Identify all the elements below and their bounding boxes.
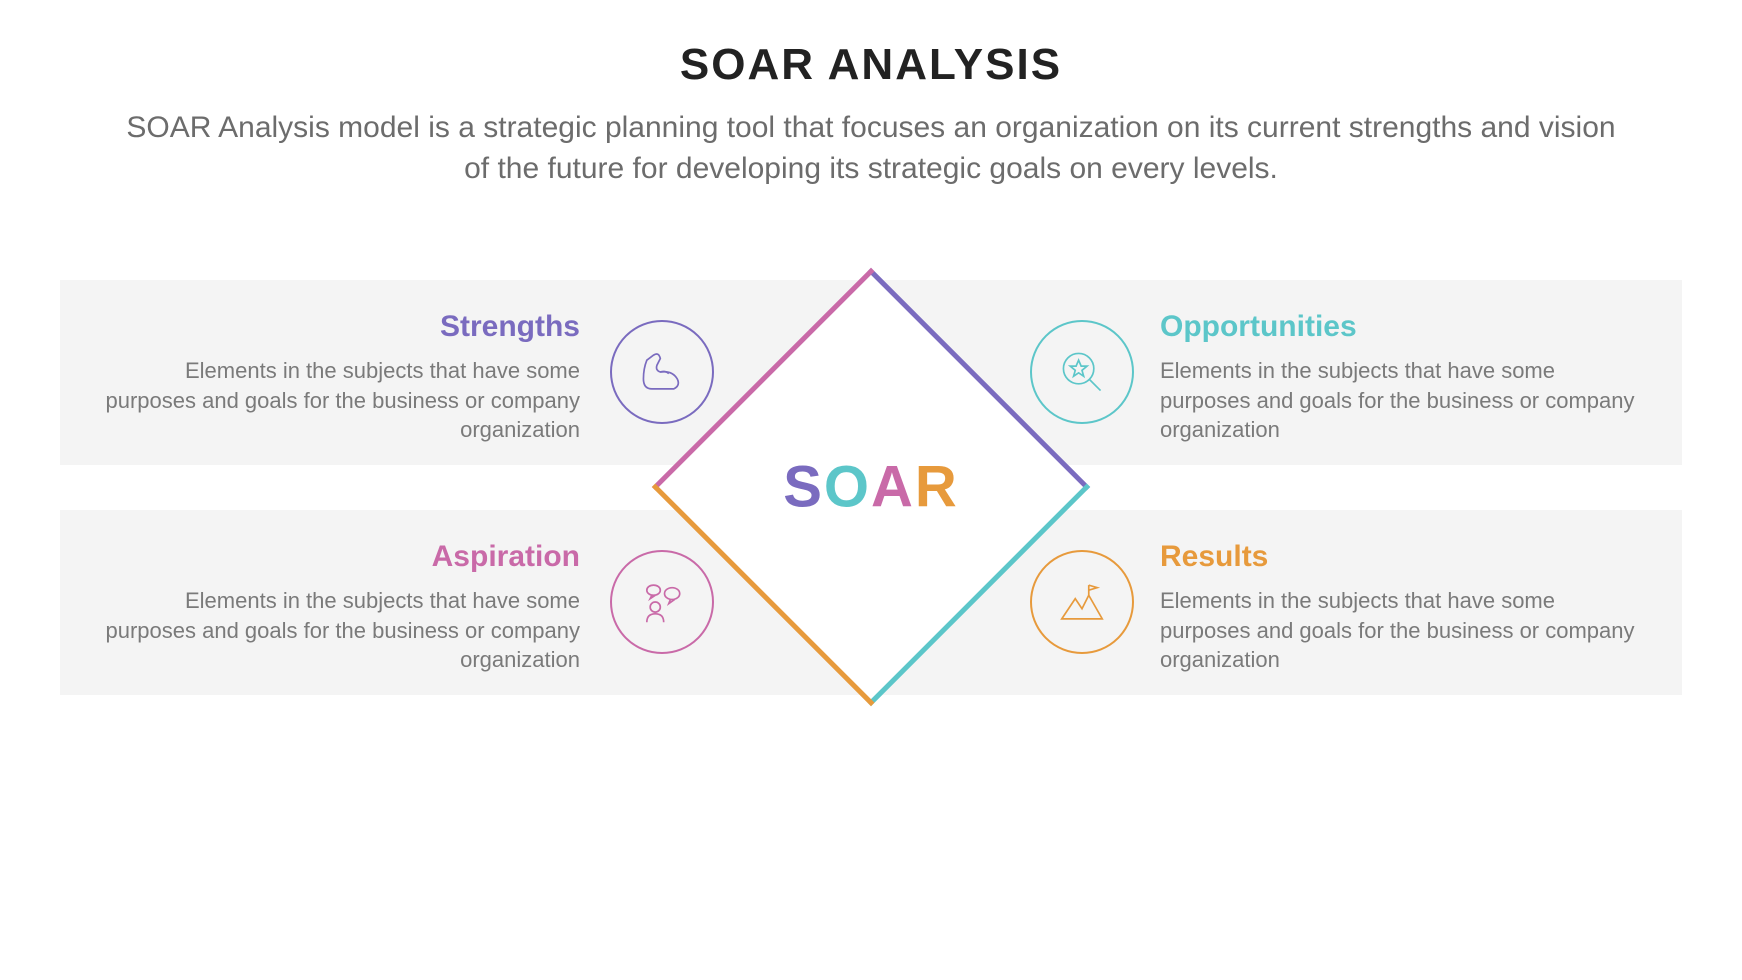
page-subtitle: SOAR Analysis model is a strategic plann… [121,108,1621,189]
header: SOAR ANALYSIS SOAR Analysis model is a s… [0,0,1742,189]
opportunities-heading: Opportunities [1160,310,1640,344]
aspiration-body: Elements in the subjects that have some … [100,586,580,675]
soar-letter-o: O [824,454,871,521]
quadrant-aspiration: Aspiration Elements in the subjects that… [100,540,580,675]
results-body: Elements in the subjects that have some … [1160,586,1640,675]
results-heading: Results [1160,540,1640,574]
soar-letter-r: R [915,454,959,521]
strengths-body: Elements in the subjects that have some … [100,356,580,445]
page-title: SOAR ANALYSIS [0,40,1742,90]
quadrant-strengths: Strengths Elements in the subjects that … [100,310,580,445]
quadrant-results: Results Elements in the subjects that ha… [1160,540,1640,675]
soar-label: S O A R [783,454,959,521]
quadrant-opportunities: Opportunities Elements in the subjects t… [1160,310,1640,445]
soar-letter-a: A [871,454,915,521]
infographic-page: SOAR ANALYSIS SOAR Analysis model is a s… [0,0,1742,980]
soar-letter-s: S [783,454,824,521]
opportunities-body: Elements in the subjects that have some … [1160,356,1640,445]
center-diamond: S O A R [651,267,1091,707]
strengths-heading: Strengths [100,310,580,344]
aspiration-heading: Aspiration [100,540,580,574]
